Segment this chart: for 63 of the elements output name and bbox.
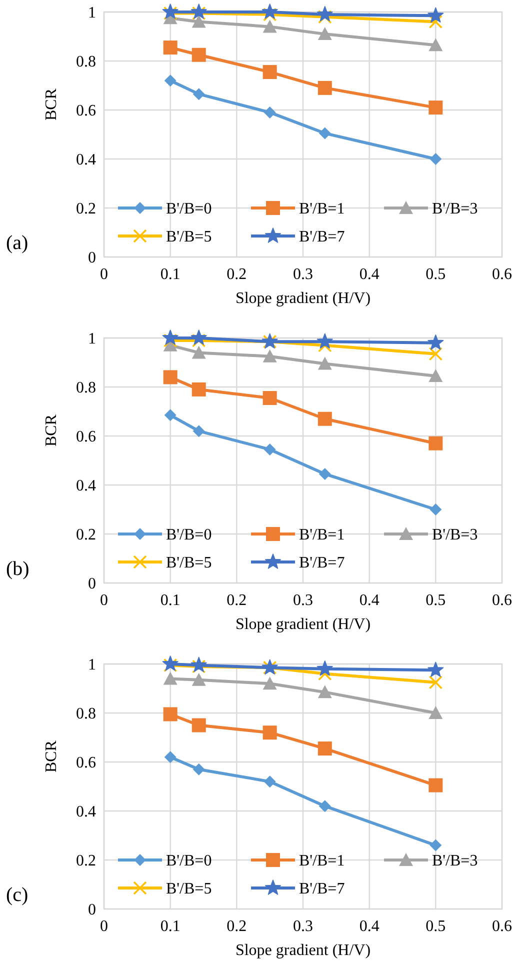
y-axis-title: BCR: [43, 414, 60, 447]
x-tick-label: 0.3: [293, 592, 313, 609]
x-tick-label: 0.2: [226, 592, 247, 609]
y-tick-label: 0.2: [76, 852, 96, 870]
legend-label: B'/B=0: [166, 852, 212, 870]
x-tick-label: 0.1: [160, 918, 180, 935]
x-tick-label: 0.6: [492, 592, 512, 609]
text: (a): [6, 232, 28, 254]
y-tick-label: 0.4: [76, 478, 96, 495]
y-axis-title: BCR: [43, 740, 60, 773]
x-tick-label: 0.6: [492, 918, 512, 935]
x-tick-label: 0.1: [160, 266, 180, 283]
legend-label: B'/B=1: [299, 526, 345, 544]
legend-label: B'/B=7: [299, 880, 345, 898]
legend-label: B'/B=3: [432, 852, 478, 870]
y-tick-label: 0.8: [76, 54, 96, 71]
x-tick-label: 0: [100, 266, 108, 283]
y-tick-label: 0.2: [76, 200, 96, 218]
y-tick-label: 0.6: [76, 428, 96, 446]
x-tick-label: 0.5: [426, 266, 446, 283]
y-tick-label: 0.6: [76, 754, 96, 772]
y-tick-label: 0: [88, 902, 96, 919]
x-tick-label: 0.4: [359, 592, 380, 609]
y-tick-label: 0.2: [76, 526, 96, 544]
legend-label: B'/B=5: [166, 228, 212, 246]
y-tick-label: 1: [88, 330, 96, 348]
text: (b): [6, 558, 30, 580]
legend-label: B'/B=5: [166, 880, 212, 898]
legend-label: B'/B=0: [166, 526, 212, 544]
x-tick-label: 0: [100, 592, 108, 609]
legend-label: B'/B=1: [299, 200, 345, 218]
x-tick-label: 0.2: [226, 266, 247, 283]
x-tick-label: 0.5: [426, 592, 446, 609]
y-tick-label: 1: [88, 656, 96, 674]
y-tick-label: 0: [88, 576, 96, 593]
y-tick-label: 0.4: [76, 804, 96, 821]
legend-label: B'/B=7: [299, 228, 345, 246]
x-tick-label: 0.4: [359, 918, 380, 935]
x-tick-label: 0.5: [426, 918, 446, 935]
x-tick-label: 0.2: [226, 918, 247, 935]
legend-label: B'/B=1: [299, 852, 345, 870]
legend-label: B'/B=3: [432, 200, 478, 218]
legend-label: B'/B=0: [166, 200, 212, 218]
y-axis-title: BCR: [43, 88, 60, 121]
y-tick-label: 1: [88, 4, 96, 22]
y-tick-label: 0: [88, 250, 96, 267]
y-tick-label: 0.8: [76, 380, 96, 397]
y-tick-label: 0.4: [76, 152, 96, 169]
x-tick-label: 0.1: [160, 592, 180, 609]
legend-label: B'/B=5: [166, 554, 212, 572]
x-tick-label: 0.6: [492, 266, 512, 283]
x-axis-title: Slope gradient (H/V): [235, 616, 371, 633]
y-tick-label: 0.8: [76, 706, 96, 723]
x-tick-label: 0.3: [293, 918, 313, 935]
x-axis-title: Slope gradient (H/V): [235, 942, 371, 959]
text: (c): [6, 884, 28, 906]
x-tick-label: 0.4: [359, 266, 380, 283]
legend-label: B'/B=7: [299, 554, 345, 572]
legend-label: B'/B=3: [432, 526, 478, 544]
y-tick-label: 0.6: [76, 102, 96, 120]
x-tick-label: 0.3: [293, 266, 313, 283]
x-tick-label: 0: [100, 918, 108, 935]
x-axis-title: Slope gradient (H/V): [235, 290, 371, 307]
